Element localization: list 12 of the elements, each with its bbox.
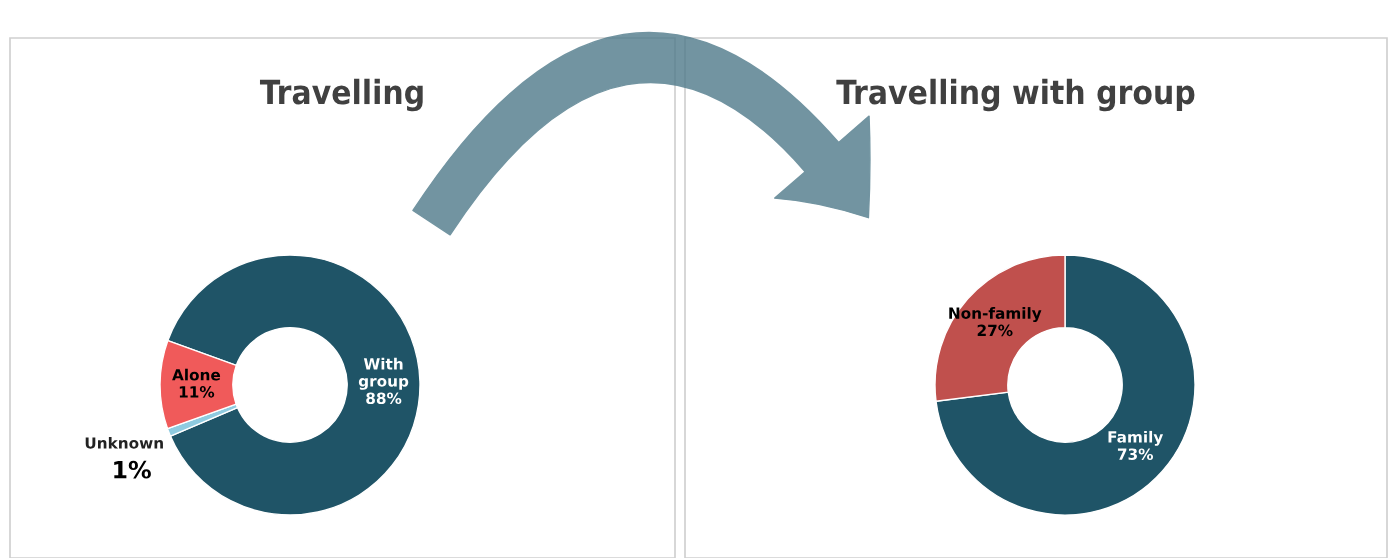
chart-title: Travelling with group — [836, 78, 1195, 112]
slice-label: Family — [1108, 430, 1164, 446]
slice-label: With group — [358, 357, 409, 390]
data-label: 11% — [179, 386, 215, 398]
chart-title: Travelling — [259, 78, 423, 112]
data-label: 1% — [114, 460, 151, 479]
slice-label: Unknown — [85, 436, 163, 449]
donut-slice — [935, 254, 1196, 516]
data-label: 88% — [366, 392, 402, 404]
slice-label: Alone — [172, 368, 221, 381]
data-label: 73% — [1117, 448, 1154, 460]
data-label: 27% — [977, 324, 1013, 337]
